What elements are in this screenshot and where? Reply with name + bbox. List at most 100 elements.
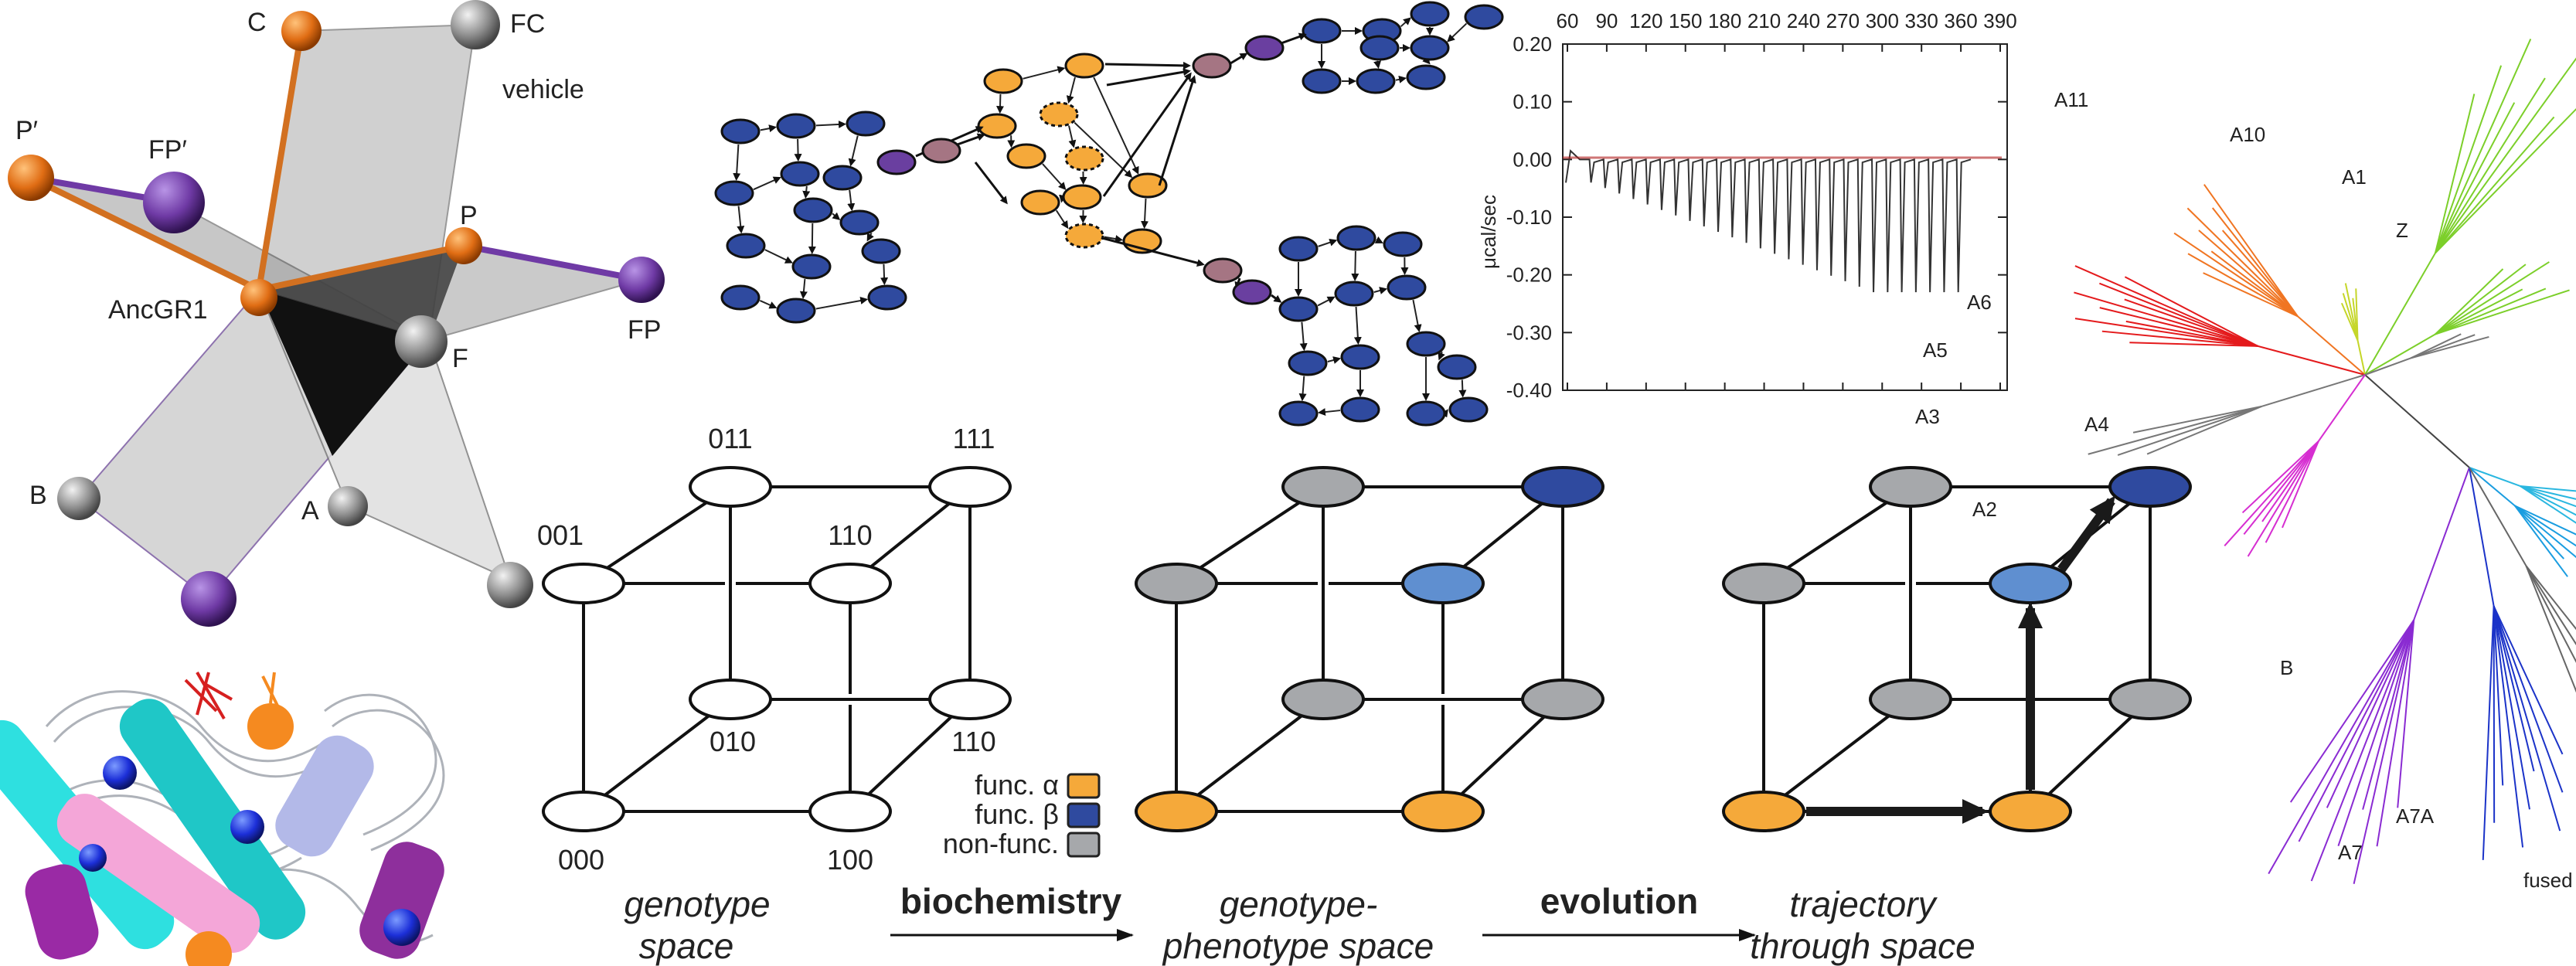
network-edge	[1299, 321, 1308, 352]
tree-branch	[2493, 605, 2564, 755]
genotype-node	[1281, 466, 1365, 508]
tree-branch	[2265, 440, 2319, 543]
clade-label: A7	[2338, 841, 2363, 864]
tree-branch	[2337, 620, 2415, 846]
genotype-label: 110	[951, 726, 995, 757]
cube-edge	[582, 698, 732, 813]
tree-branch	[2514, 505, 2576, 559]
label-p-prime: P′	[15, 116, 38, 145]
network-edge	[802, 185, 811, 199]
network-node	[793, 197, 833, 223]
tree-branch	[2289, 619, 2415, 803]
network-edge	[866, 233, 874, 242]
network-node	[1336, 225, 1376, 251]
network-edge	[1412, 299, 1422, 332]
network-hub-node	[1232, 279, 1272, 305]
tree-branch	[2203, 184, 2299, 317]
tree-branch	[2203, 272, 2299, 318]
tree-branch	[2243, 440, 2319, 535]
tree-branch	[2435, 268, 2504, 335]
itc-x-tick-label: 210	[1747, 9, 1781, 32]
clade-label: A4	[2084, 413, 2109, 436]
genotype-node	[2108, 466, 2192, 508]
sphere-ancgr1	[240, 279, 277, 316]
network-hub-node	[1244, 35, 1285, 61]
genotype-node	[1521, 679, 1604, 720]
clade-label: fused	[2523, 869, 2573, 892]
cube-edge	[1175, 698, 1325, 813]
network-edge	[753, 176, 781, 191]
genotype-node	[1401, 791, 1485, 832]
tree-branch	[2129, 342, 2258, 347]
network-edge	[848, 135, 859, 167]
network-node	[1278, 400, 1319, 427]
network-edge	[1373, 287, 1388, 294]
sphere-fc	[451, 0, 500, 49]
tree-branch	[2088, 405, 2262, 455]
tree-branch	[2520, 485, 2576, 508]
network-edge	[1458, 379, 1467, 398]
genotype-label: 011	[708, 423, 752, 454]
network-edge	[1441, 409, 1448, 418]
tree-branch	[2435, 289, 2570, 335]
tree-branch	[2397, 620, 2415, 808]
tree-panel: A11 A10 A1 Z A6 A5 A4 A3 A2 B A7A A7 fused	[1915, 39, 2576, 892]
tree-branch	[2247, 440, 2319, 557]
network-node	[776, 113, 816, 139]
itc-x-tick-label: 120	[1629, 9, 1662, 32]
network-edge	[1068, 125, 1077, 148]
network-node	[822, 165, 863, 191]
network-connector	[1158, 75, 1196, 186]
tree-branch	[2435, 77, 2546, 253]
tree-branch	[2146, 406, 2262, 455]
network-edge	[1438, 351, 1445, 361]
itc-y-tick-label: -0.20	[1506, 264, 1552, 287]
genotype-node	[1135, 791, 1218, 832]
tree-branch	[2124, 298, 2258, 347]
network-node	[1039, 101, 1079, 128]
itc-x-tick-label: 60	[1557, 9, 1579, 32]
network-edge	[808, 223, 816, 255]
tree-branch	[2520, 485, 2576, 516]
network-edge	[1353, 306, 1362, 345]
genotype-node	[1989, 791, 2072, 832]
dark-tetrahedron-front	[259, 290, 429, 456]
itc-x-tick-label: 240	[1787, 9, 1820, 32]
network-node	[1356, 68, 1396, 94]
bond	[256, 30, 305, 291]
tree-branch	[2224, 440, 2319, 546]
network-node	[1387, 274, 1427, 301]
genotype-node	[808, 791, 892, 832]
tree-branch	[2493, 605, 2564, 793]
sphere-fp	[618, 257, 665, 303]
network-node	[1288, 350, 1328, 376]
clade-label: Z	[2396, 219, 2408, 242]
tree-branch	[2493, 605, 2535, 772]
tree-branch	[2514, 505, 2576, 536]
itc-y-tick-label: -0.10	[1506, 206, 1552, 229]
clade-label: B	[2280, 656, 2293, 679]
tree-branch	[2353, 620, 2415, 884]
genotype-node	[689, 466, 772, 508]
tree-branch	[2435, 261, 2550, 335]
tree-branch	[2297, 315, 2366, 376]
network-node	[977, 113, 1017, 139]
network-edge	[1327, 356, 1342, 364]
tree-branch	[2124, 276, 2258, 347]
legend-label-nonfunc: non-func.	[943, 828, 1059, 859]
network-edge	[1400, 17, 1411, 28]
network-node	[1340, 344, 1380, 370]
itc-y-tick-label: -0.30	[1506, 321, 1552, 344]
network-edge	[1422, 56, 1431, 65]
tree-branch	[2469, 467, 2521, 487]
sphere-purple-bottom	[181, 571, 237, 627]
network-edge	[799, 278, 808, 300]
tree-branch	[2493, 606, 2524, 848]
network-edge	[1298, 376, 1307, 402]
label-ancgr1: AncGR1	[108, 295, 208, 325]
network-node	[1302, 18, 1342, 44]
tree-branch	[2099, 282, 2258, 347]
tree-branch	[2198, 230, 2299, 317]
tree-branch	[2410, 333, 2462, 359]
